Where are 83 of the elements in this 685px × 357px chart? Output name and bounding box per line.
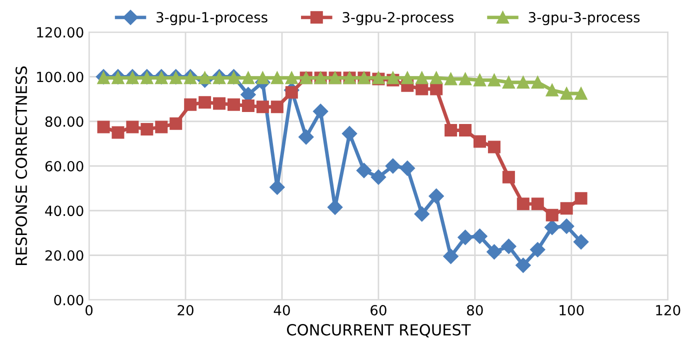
point (356, 162, 372, 178)
legend-label: 3-gpu-2-process (342, 12, 454, 26)
point (256, 100, 269, 114)
x-tick-label: 80 (467, 304, 483, 316)
point (430, 82, 443, 96)
point (213, 97, 226, 110)
point (458, 230, 473, 245)
point (486, 244, 502, 260)
point (155, 120, 168, 134)
point (516, 198, 530, 210)
point (574, 87, 588, 100)
point (298, 129, 314, 145)
point (140, 122, 154, 136)
x-tick-label: 100 (560, 304, 584, 316)
point (559, 218, 574, 234)
legend-label: 3-gpu-1-process (156, 12, 268, 26)
point (112, 126, 124, 139)
x-tick-label: 60 (370, 304, 386, 316)
point (126, 120, 139, 134)
x-tick-label: 0 (86, 304, 93, 316)
point (184, 98, 197, 111)
point (97, 120, 110, 134)
point (531, 198, 544, 210)
point (501, 238, 516, 254)
x-axis-title: CONCURRENT REQUEST (287, 324, 471, 338)
point (198, 72, 212, 84)
y-tick-label: 60.00 (45, 160, 84, 172)
point (256, 72, 269, 84)
y-tick-label: 20.00 (45, 250, 84, 261)
point (472, 228, 488, 244)
point (270, 180, 285, 195)
point (530, 242, 546, 258)
point (544, 220, 560, 235)
y-tick-label: 80.00 (45, 116, 84, 127)
point (198, 96, 212, 109)
y-tick-label: 40.00 (45, 206, 84, 216)
point (228, 98, 240, 111)
point (560, 202, 573, 215)
y-tick-label: 100.00 (37, 72, 84, 82)
point (342, 126, 358, 142)
point (416, 82, 428, 96)
x-tick-label: 120 (656, 304, 680, 316)
point (370, 170, 386, 185)
point (385, 158, 401, 174)
point (474, 74, 486, 86)
point (546, 208, 558, 222)
y-tick-label: 0.00 (54, 294, 84, 306)
point (270, 100, 284, 114)
point (502, 76, 515, 89)
point (313, 104, 328, 119)
y-axis-title: RESPONSE CORRECTNESS (16, 66, 28, 265)
point (170, 117, 182, 130)
point (285, 72, 298, 84)
point (474, 135, 486, 148)
point (430, 72, 443, 84)
point (242, 100, 254, 112)
point (516, 76, 530, 89)
legend-label: 3-gpu-3-process (528, 12, 640, 26)
point (488, 74, 500, 86)
y-tick-label: 120.00 (37, 27, 84, 38)
point (574, 192, 588, 205)
point (531, 76, 544, 89)
point (270, 72, 284, 84)
x-tick-label: 20 (178, 304, 194, 316)
point (428, 188, 444, 204)
point (285, 86, 298, 99)
point (443, 248, 458, 264)
point (502, 170, 515, 184)
x-tick-label: 40 (274, 304, 290, 316)
point (242, 72, 254, 84)
point (444, 124, 458, 137)
point (444, 72, 458, 86)
point (416, 72, 428, 84)
point (546, 84, 558, 96)
point (459, 124, 472, 137)
point (573, 234, 589, 250)
point (400, 160, 415, 176)
point (488, 140, 500, 154)
point (414, 206, 430, 222)
point (401, 72, 414, 84)
point (560, 87, 573, 100)
point (516, 258, 531, 273)
point (459, 72, 472, 86)
